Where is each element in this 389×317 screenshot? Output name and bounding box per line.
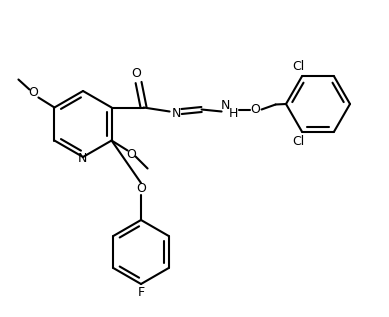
Text: O: O — [127, 148, 137, 161]
Text: Cl: Cl — [292, 135, 304, 148]
Text: N: N — [172, 107, 181, 120]
Text: O: O — [136, 183, 146, 196]
Text: Cl: Cl — [292, 60, 304, 73]
Text: N: N — [77, 152, 87, 165]
Text: N: N — [221, 99, 230, 112]
Text: F: F — [137, 287, 145, 300]
Text: O: O — [28, 86, 39, 99]
Text: H: H — [229, 107, 238, 120]
Text: O: O — [131, 67, 142, 80]
Text: O: O — [251, 103, 261, 116]
